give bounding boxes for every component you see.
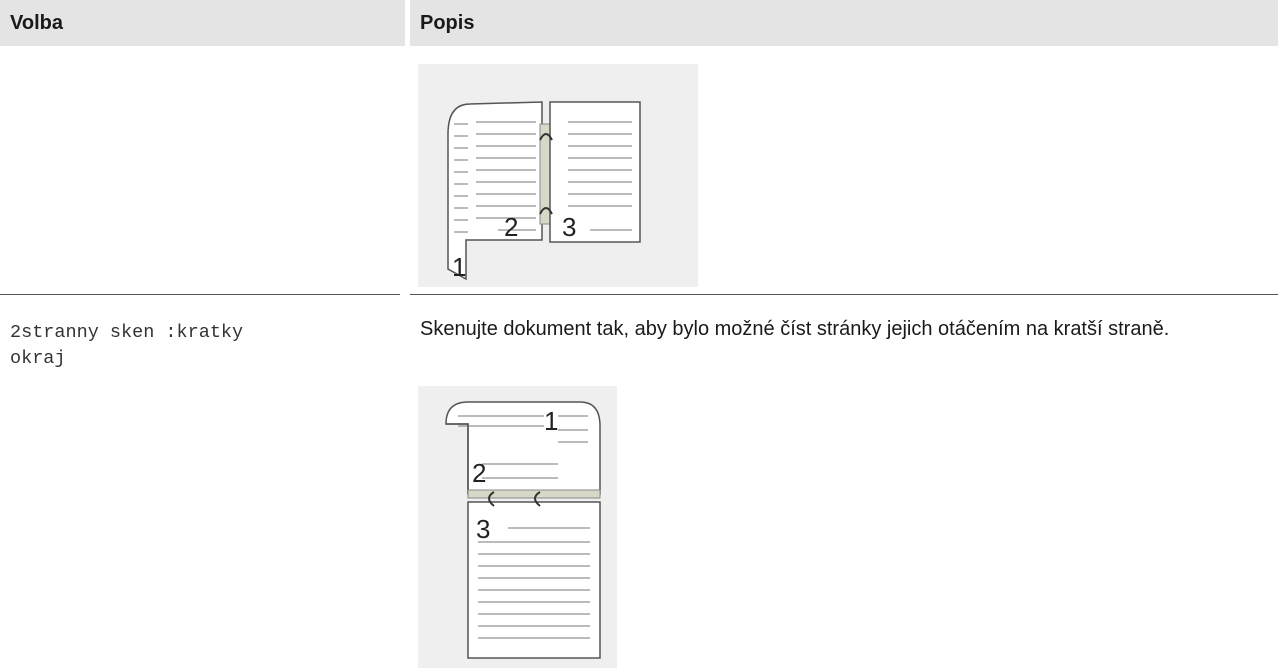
long-edge-figure: 1 2 3 (418, 64, 698, 287)
header-cell: Volba (0, 0, 405, 46)
figure-label: 1 (544, 406, 558, 436)
header-cell: Popis (410, 0, 1278, 46)
figure-label: 2 (504, 212, 518, 242)
option-text: 2stranny sken :kratky okraj (10, 322, 244, 369)
figure-label: 3 (476, 514, 490, 544)
figure-label: 1 (452, 252, 466, 282)
row-separator (0, 294, 400, 295)
short-edge-figure: 1 2 3 (418, 386, 617, 668)
figure-label: 2 (472, 458, 486, 488)
figure-label: 3 (562, 212, 576, 242)
description-text: Skenujte dokument tak, aby bylo možné čí… (420, 318, 1170, 340)
row-separator (410, 294, 1278, 295)
